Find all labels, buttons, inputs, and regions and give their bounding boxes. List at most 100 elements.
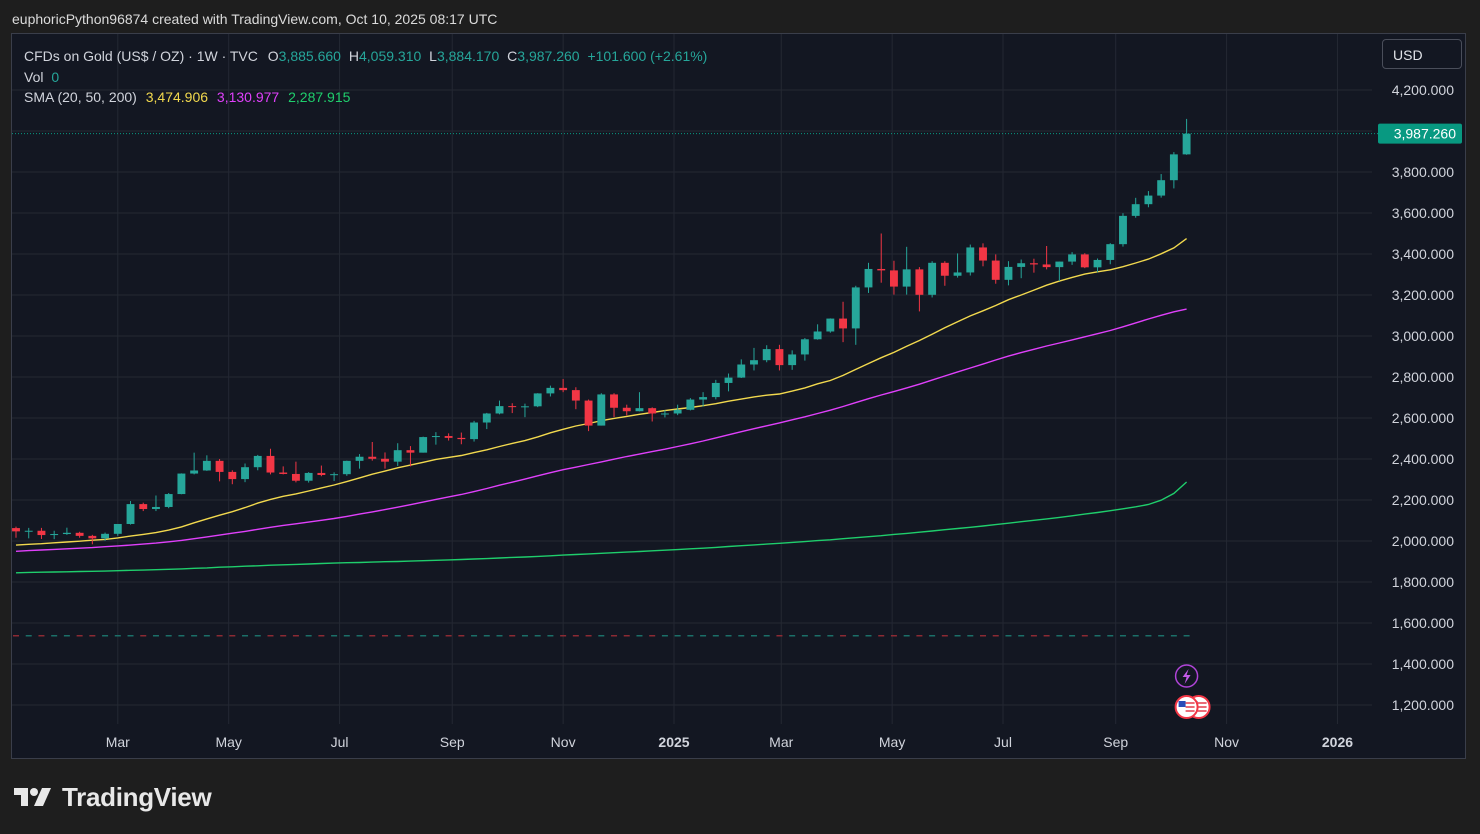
candle-body bbox=[495, 406, 504, 414]
y-tick-label: 3,600.000 bbox=[1392, 205, 1454, 221]
volume-bar bbox=[1030, 635, 1037, 637]
volume-bar bbox=[1018, 635, 1025, 637]
candle-body bbox=[864, 268, 873, 288]
volume-bar bbox=[89, 635, 96, 637]
candle-body bbox=[953, 272, 962, 276]
chart-legend: CFDs on Gold (US$ / OZ) · 1W · TVC O 3,88… bbox=[24, 46, 707, 108]
high-label: H bbox=[348, 48, 359, 64]
currency-button[interactable]: USD bbox=[1382, 39, 1462, 69]
candle-body bbox=[50, 534, 59, 536]
candle-body bbox=[1093, 259, 1102, 268]
candle-body bbox=[902, 269, 911, 287]
volume-bar bbox=[1056, 635, 1063, 637]
volume-bar bbox=[598, 635, 605, 637]
volume-bar bbox=[165, 635, 172, 637]
volume-bar bbox=[114, 635, 121, 637]
volume-bar bbox=[878, 635, 885, 637]
sma20-value: 3,474.906 bbox=[145, 89, 209, 105]
candle-body bbox=[266, 455, 275, 473]
candle-body bbox=[635, 408, 644, 412]
y-tick-label: 1,800.000 bbox=[1392, 574, 1454, 590]
candle-body bbox=[12, 528, 20, 532]
volume-bar bbox=[890, 635, 897, 637]
candle-body bbox=[648, 408, 657, 414]
candle-body bbox=[622, 407, 631, 412]
candle-body bbox=[1106, 244, 1115, 260]
volume-bar bbox=[216, 635, 223, 637]
candle-body bbox=[839, 318, 847, 329]
sma50-path bbox=[15, 308, 1187, 552]
candle-body bbox=[1157, 180, 1166, 196]
volume-bar bbox=[1158, 635, 1165, 637]
candle-body bbox=[253, 455, 262, 468]
x-tick-label: Jul bbox=[994, 734, 1012, 750]
candle-body bbox=[1131, 204, 1140, 216]
candle-body bbox=[406, 450, 415, 453]
candle-body bbox=[1119, 215, 1127, 245]
candle-body bbox=[1042, 264, 1051, 268]
candle-body bbox=[393, 450, 402, 462]
close-value: 3,987.260 bbox=[517, 48, 580, 64]
volume-bar bbox=[547, 635, 554, 637]
symbol-title: CFDs on Gold (US$ / OZ) · 1W · TVC bbox=[24, 48, 258, 64]
sma20-path bbox=[15, 238, 1188, 546]
volume-bar bbox=[458, 635, 465, 637]
volume-bar bbox=[51, 635, 58, 637]
volume-bar bbox=[102, 635, 109, 637]
volume-bar bbox=[789, 635, 796, 637]
candle-body bbox=[813, 331, 822, 340]
volume-bar bbox=[38, 635, 45, 637]
candle-body bbox=[533, 393, 542, 407]
close-label: C bbox=[507, 48, 518, 64]
y-tick-label: 4,200.000 bbox=[1392, 82, 1454, 98]
candle-body bbox=[737, 364, 746, 378]
volume-bar bbox=[649, 635, 656, 637]
volume-bar bbox=[776, 635, 783, 637]
candle-body bbox=[368, 456, 377, 459]
volume-bar bbox=[1107, 635, 1114, 637]
volume-bar bbox=[674, 635, 681, 637]
price-chart[interactable]: 3,987.260 1,200.000 1,400.000 1,600.000 1,8… bbox=[12, 34, 1465, 758]
volume-bar bbox=[178, 635, 185, 637]
low-value: 3,884.170 bbox=[436, 48, 500, 64]
y-tick-label: 1,400.000 bbox=[1392, 656, 1454, 672]
candle-body bbox=[940, 262, 949, 276]
volume-bar bbox=[687, 635, 694, 637]
volume-bar bbox=[1145, 635, 1152, 637]
x-tick-label: May bbox=[215, 734, 241, 750]
volume-bar bbox=[700, 635, 707, 637]
tradingview-brand[interactable]: TradingView bbox=[14, 782, 212, 812]
lightning-bolt-icon bbox=[1182, 669, 1191, 684]
candle-body bbox=[62, 532, 71, 535]
ohlc-legend-row: CFDs on Gold (US$ / OZ) · 1W · TVC O 3,88… bbox=[24, 46, 707, 67]
candle-body bbox=[75, 532, 84, 536]
volume-bar bbox=[572, 635, 579, 637]
volume-bar bbox=[521, 635, 528, 637]
y-tick-label: 2,400.000 bbox=[1392, 451, 1454, 467]
volume-legend-row: Vol 0 bbox=[24, 67, 707, 88]
candle-body bbox=[330, 474, 339, 476]
volume-bar bbox=[1119, 635, 1126, 637]
volume-bar bbox=[840, 635, 847, 637]
volume-bar bbox=[203, 635, 210, 637]
chart-panel[interactable]: 3,987.260 1,200.000 1,400.000 1,600.000 1,8… bbox=[11, 33, 1466, 759]
x-tick-label: Mar bbox=[769, 734, 793, 750]
sma50-value: 3,130.977 bbox=[216, 89, 280, 105]
volume-bar bbox=[1170, 635, 1177, 637]
candle-body bbox=[826, 318, 835, 332]
volume-bar bbox=[242, 635, 249, 637]
candle-body bbox=[724, 377, 733, 383]
candle-body bbox=[113, 523, 122, 534]
volume-bar bbox=[420, 635, 427, 637]
low-label: L bbox=[429, 48, 437, 64]
volume-bars bbox=[13, 635, 1190, 637]
candle-body bbox=[966, 247, 975, 273]
x-tick-label: Nov bbox=[1214, 734, 1239, 750]
candle-body bbox=[546, 387, 555, 394]
x-tick-label: 2025 bbox=[658, 734, 689, 750]
open-label: O bbox=[267, 48, 279, 64]
candle-body bbox=[202, 460, 211, 471]
candle-body bbox=[890, 270, 898, 287]
volume-bar bbox=[445, 635, 452, 637]
candle-body bbox=[126, 504, 135, 524]
